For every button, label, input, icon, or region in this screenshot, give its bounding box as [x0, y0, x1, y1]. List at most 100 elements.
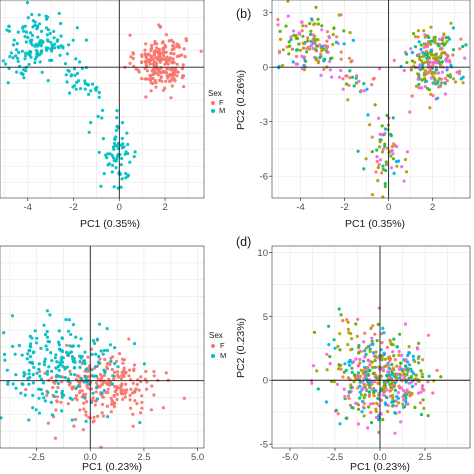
panel-a-point: [22, 76, 26, 80]
panel-b-point: [408, 110, 412, 114]
panel-c-point: [6, 382, 10, 386]
panel-b-point: [440, 81, 444, 85]
panel-a-point: [37, 13, 41, 17]
panel-b-point: [339, 57, 343, 61]
panel-b-point: [387, 151, 391, 155]
panel-d-point: [367, 405, 371, 409]
panel-d-point: [375, 339, 379, 343]
panel-d-point: [328, 355, 332, 359]
panel-c-point: [68, 351, 72, 355]
panel-a-point: [38, 60, 42, 64]
panel-b-point: [440, 41, 445, 46]
panel-c-point: [13, 352, 17, 356]
panel-d-point: [368, 393, 372, 397]
panel-c-point: [100, 411, 104, 415]
panel-b-point: [370, 135, 374, 139]
panel-d-point: [410, 391, 414, 395]
panel-d-point: [419, 390, 423, 394]
panel-a-point: [78, 60, 82, 64]
panel-d-point: [360, 410, 364, 414]
panel-b-point: [370, 150, 374, 154]
panel-b-point: [445, 40, 449, 44]
panel-d-point: [371, 371, 375, 376]
panel-d-point: [403, 322, 407, 326]
panel-c-point: [135, 382, 139, 387]
panel-b-point: [331, 32, 335, 37]
panel-d-point: [390, 362, 394, 367]
panel-c-x-ticks: -2.5 0.0 2.5 5.0: [28, 448, 204, 463]
panel-a-point: [40, 70, 44, 74]
panel-c-point: [74, 417, 78, 422]
panel-b-point: [330, 56, 334, 60]
panel-c-point: [70, 387, 74, 391]
panel-d-point: [311, 364, 316, 368]
panel-b-point: [378, 145, 382, 149]
panel-b-point: [457, 72, 462, 76]
panel-c-point: [103, 370, 107, 374]
panel-c-point: [5, 368, 9, 372]
panel-c-point: [105, 348, 110, 352]
panel-d-point: [366, 380, 370, 384]
panel-c-grid: [0, 245, 204, 449]
panel-b-point: [378, 158, 383, 162]
panel-a-legend-item-m: M: [219, 106, 225, 115]
panel-b-point: [438, 37, 442, 42]
panel-d-point: [420, 386, 424, 391]
panel-c-point: [71, 323, 75, 327]
panel-d-point: [406, 353, 410, 358]
panel-d-point: [350, 366, 354, 370]
panel-b-point: [436, 43, 440, 47]
panel-c: -2.5 0.0 2.5 5.0 PC1 (0.23%) Sex F M: [0, 245, 226, 473]
panel-a-point: [36, 35, 40, 39]
panel-c-point: [161, 406, 165, 410]
panel-c-point: [109, 396, 113, 400]
panel-b-point: [423, 60, 427, 65]
panel-b-point: [316, 17, 320, 21]
panel-b-point: [428, 106, 432, 110]
panel-a-point: [12, 38, 16, 42]
panel-d-point: [352, 373, 356, 377]
panel-b-point: [435, 55, 439, 59]
panel-b-point: [298, 32, 302, 36]
panel-d-point: [346, 343, 350, 347]
panel-c-point: [152, 370, 156, 374]
panel-a-point: [171, 44, 175, 48]
panel-c-point: [61, 364, 65, 368]
panel-a-point: [164, 71, 169, 75]
panel-b-point: [416, 35, 420, 39]
panel-d-x-tick-label: -5.0: [282, 452, 298, 463]
panel-b-point: [294, 54, 299, 59]
panel-a: -4 -2 0 2 PC1 (0.35%) Sex F M: [0, 0, 225, 230]
panel-c-point: [152, 374, 156, 378]
panel-d-point: [399, 420, 403, 424]
panel-a-point: [69, 74, 73, 78]
panel-c-point: [86, 386, 90, 390]
panel-d-point: [414, 377, 418, 381]
panel-c-point: [78, 391, 82, 395]
panel-c-point: [112, 405, 116, 409]
panel-b-point: [434, 52, 438, 56]
panel-b-point: [416, 72, 420, 76]
panel-b-point: [427, 70, 431, 74]
panel-c-point: [49, 351, 53, 355]
panel-a-point: [169, 96, 173, 100]
panel-d-point: [416, 356, 420, 361]
panel-a-point: [114, 128, 119, 132]
panel-b-point: [446, 55, 450, 59]
panel-a-point: [120, 177, 124, 181]
panel-c-point: [90, 347, 94, 351]
panel-a-point: [57, 11, 61, 15]
panel-b-point: [430, 39, 434, 43]
panel-b-point: [427, 62, 431, 66]
panel-c-point: [103, 357, 107, 362]
panel-d-point: [374, 350, 378, 354]
panel-a-point: [169, 68, 173, 72]
panel-c-point: [68, 344, 72, 348]
panel-a-point: [1, 59, 5, 63]
panel-b-point: [424, 52, 428, 57]
panel-b-point: [409, 47, 413, 51]
panel-d-point: [406, 369, 410, 373]
panel-b-point: [410, 94, 414, 98]
panel-c-point: [112, 394, 116, 398]
panel-b-point: [381, 164, 385, 168]
